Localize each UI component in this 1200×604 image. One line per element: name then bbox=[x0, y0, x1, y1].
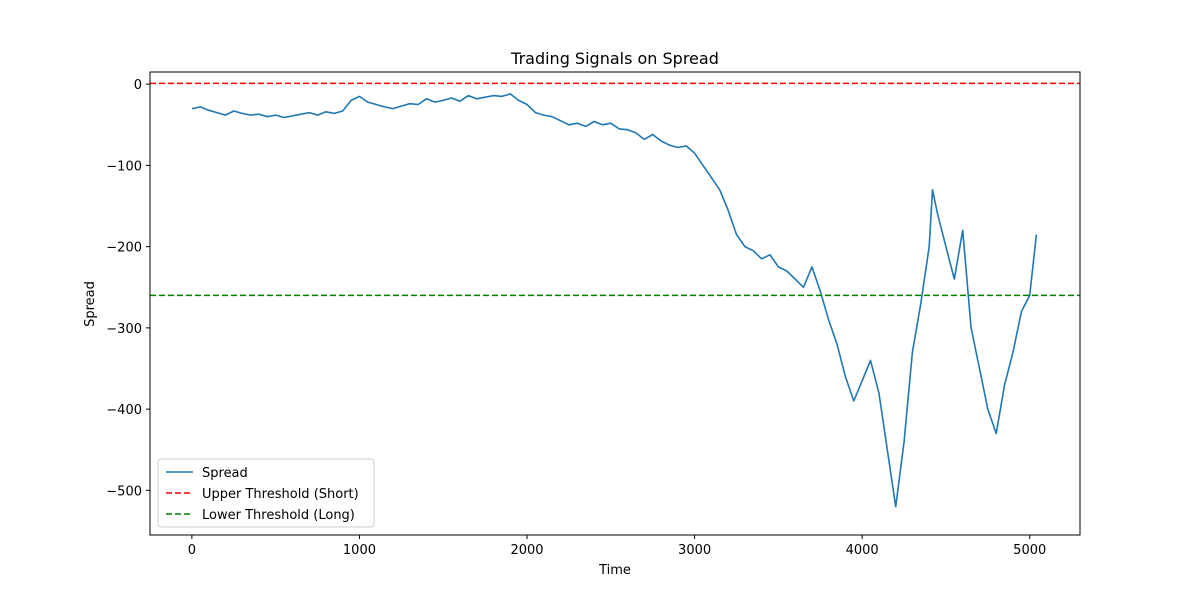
x-tick-label: 4000 bbox=[846, 543, 879, 558]
legend: Spread Upper Threshold (Short) Lower Thres… bbox=[157, 458, 375, 528]
y-tick-label: −100 bbox=[106, 159, 142, 174]
x-axis-label: Time bbox=[598, 563, 631, 578]
y-tick-label: 0 bbox=[134, 78, 142, 93]
x-tick-label: 3000 bbox=[678, 543, 711, 558]
x-tick-label: 5000 bbox=[1013, 543, 1046, 558]
x-tick-label: 1000 bbox=[343, 543, 376, 558]
plot-frame bbox=[149, 71, 1081, 536]
x-tick-label: 0 bbox=[188, 543, 196, 558]
legend-label: Lower Threshold (Long) bbox=[202, 508, 355, 523]
plot-area: 0 1000 2000 3000 4000 5000 0 −100 −200 −300 −400 −5… bbox=[106, 71, 1081, 558]
y-tick-label: −500 bbox=[106, 484, 142, 499]
y-tick-label: −300 bbox=[106, 322, 142, 337]
legend-label: Upper Threshold (Short) bbox=[202, 487, 359, 502]
legend-label: Spread bbox=[202, 466, 248, 481]
y-tick-label: −200 bbox=[106, 241, 142, 256]
legend-box bbox=[157, 458, 375, 528]
series-line-0 bbox=[191, 93, 1038, 508]
y-tick-label: −400 bbox=[106, 403, 142, 418]
x-tick-label: 2000 bbox=[510, 543, 543, 558]
chart-title: Trading Signals on Spread bbox=[510, 49, 719, 68]
y-axis-label: Spread bbox=[83, 281, 98, 327]
